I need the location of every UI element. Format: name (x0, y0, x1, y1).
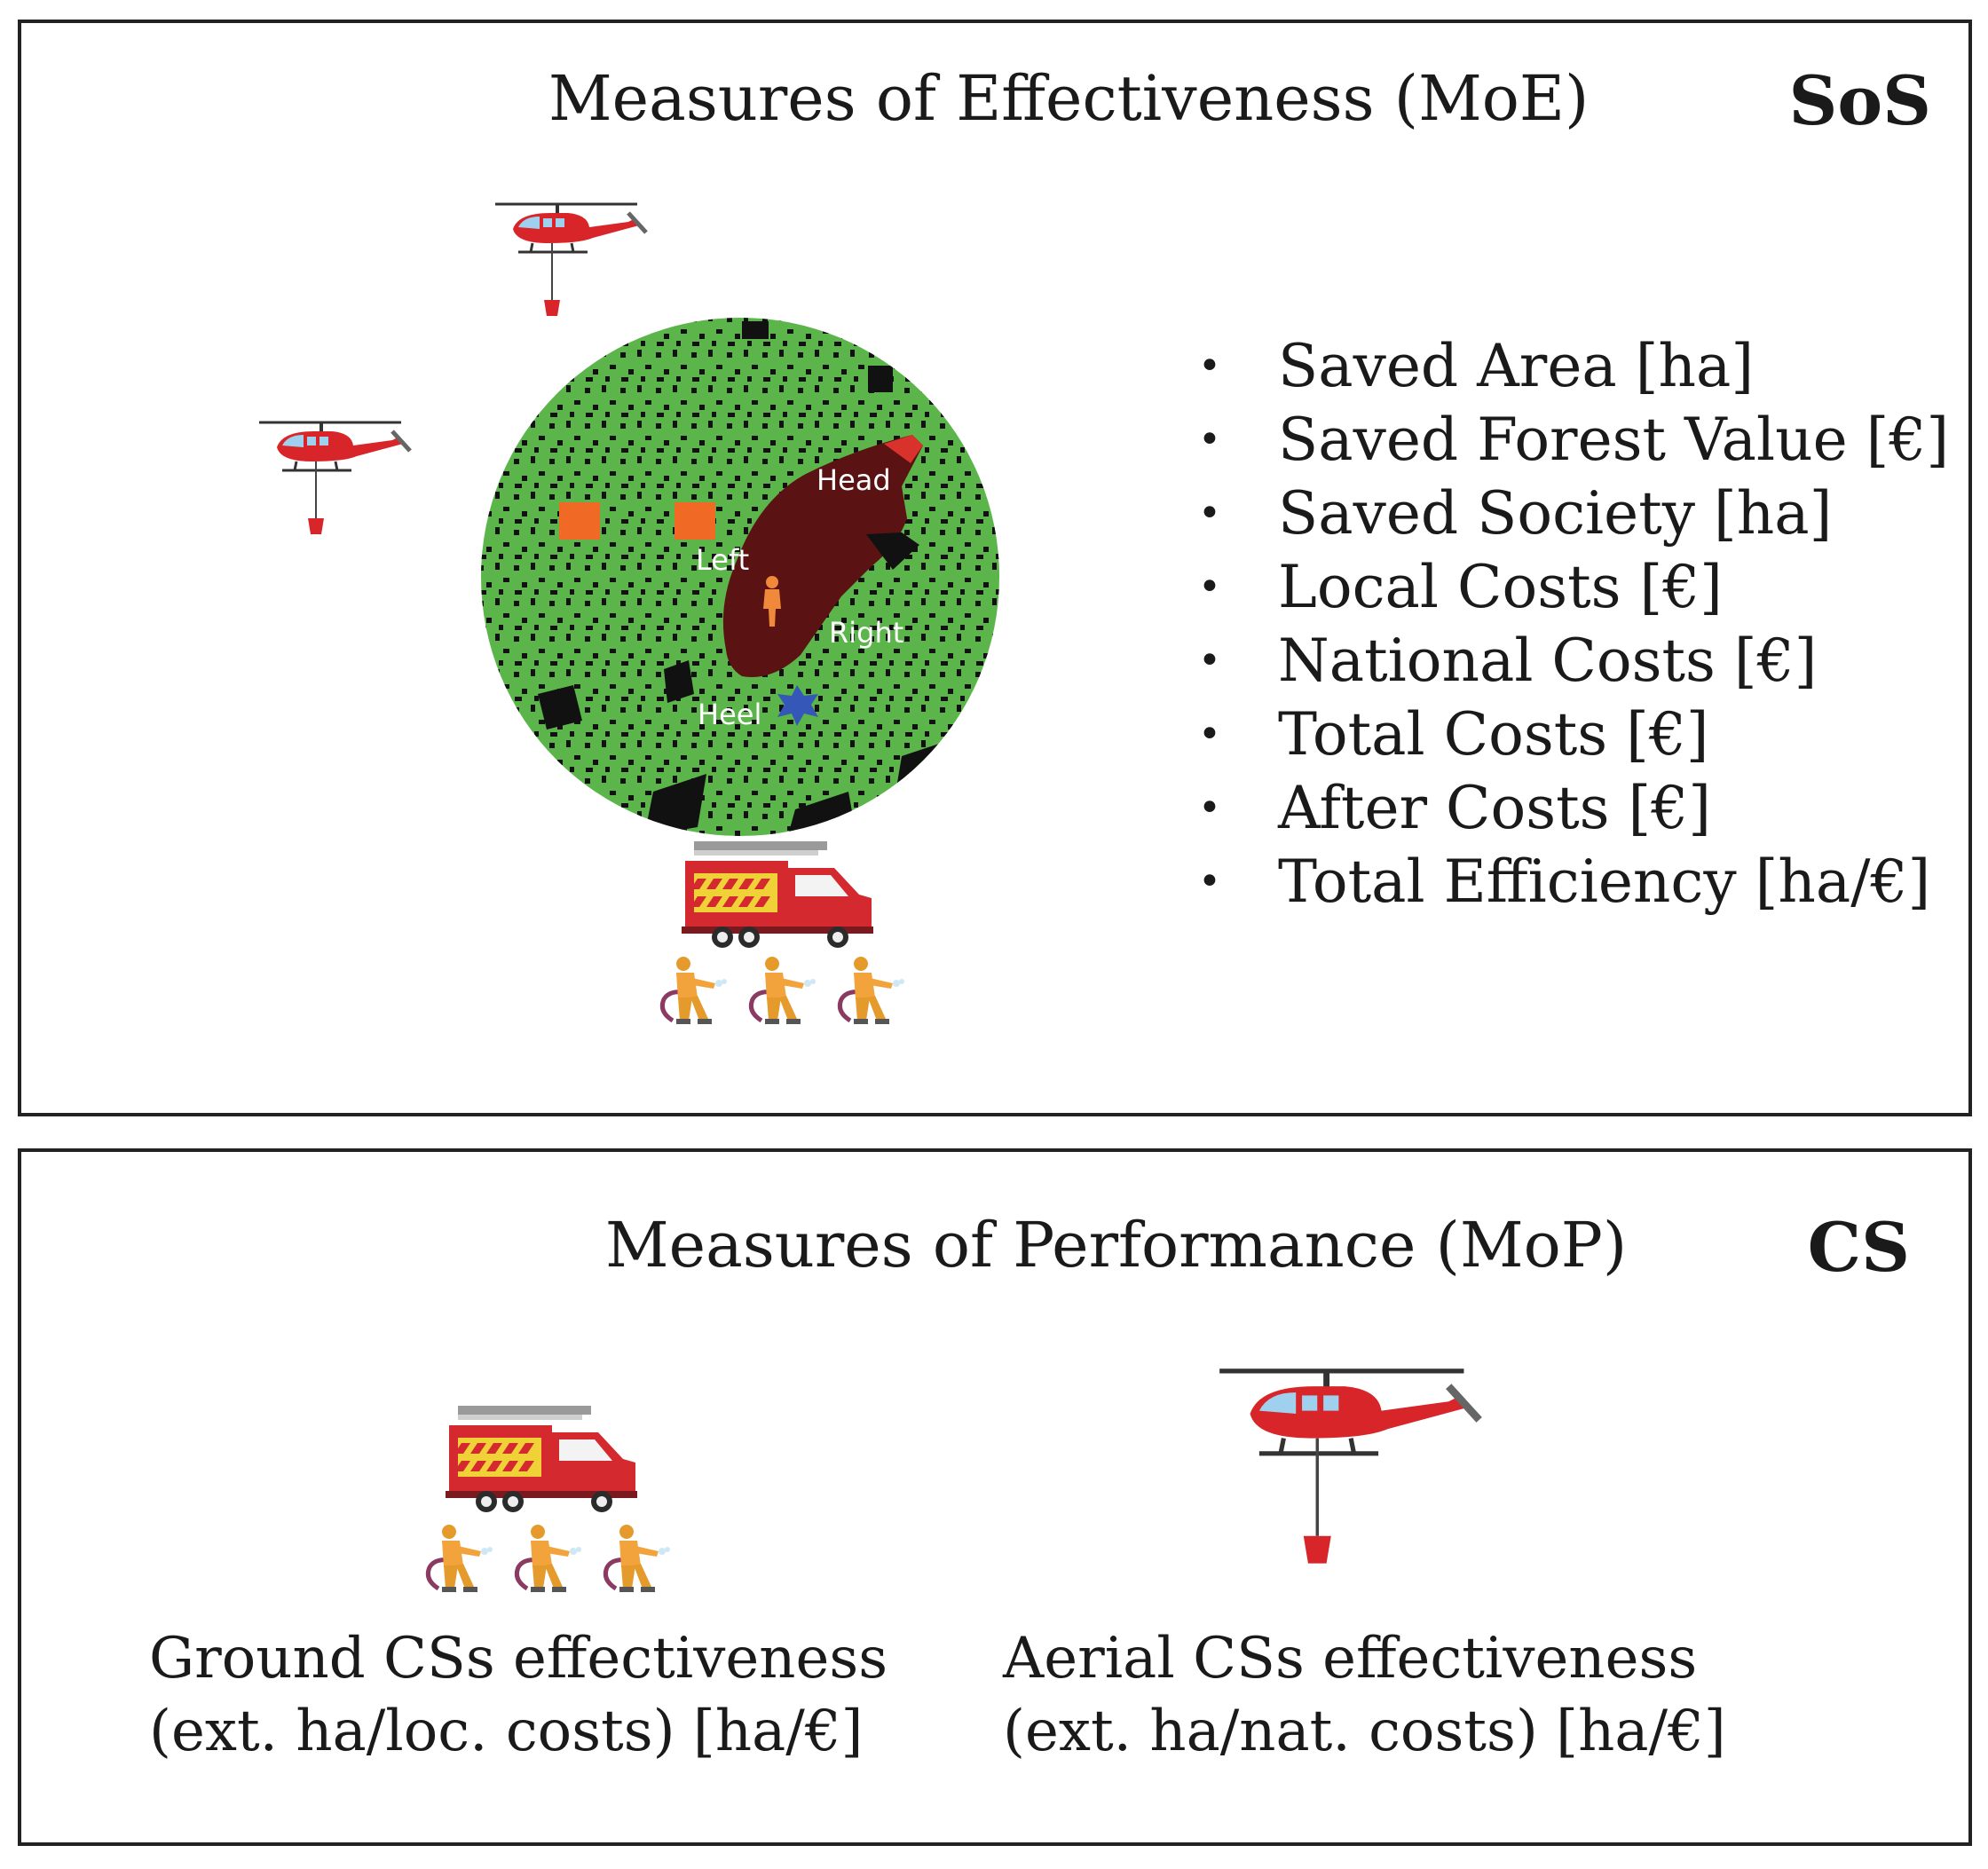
moe-item-label: National Costs [€] (1278, 627, 1818, 695)
bullet: • (1198, 417, 1221, 462)
firefighter-icon (834, 957, 907, 1028)
moe-item: • Local Costs [€] (1191, 550, 1949, 624)
firefighter-icon (511, 1525, 584, 1596)
aerial-caption-line2: (ext. ha/nat. costs) [ha/€] (1003, 1699, 1726, 1764)
moe-item-label: Total Efficiency [ha/€] (1278, 848, 1931, 916)
bullet: • (1198, 638, 1221, 683)
map-label-heel: Heel (698, 698, 761, 731)
ignition-star-icon (777, 685, 818, 726)
ground-caption-line2: (ext. ha/loc. costs) [ha/€] (149, 1699, 864, 1764)
ground-caption: Ground CSs effectiveness (ext. ha/loc. c… (149, 1622, 888, 1768)
moe-item: • Saved Forest Value [€] (1191, 403, 1949, 477)
sos-tag: SoS (1788, 61, 1931, 140)
mop-title: Measures of Performance (MoP) (605, 1209, 1628, 1281)
map-label-right: Right (829, 616, 903, 650)
helicopter-icon (259, 419, 419, 540)
firefighter-icon (657, 957, 730, 1028)
moe-list: • Saved Area [ha] • Saved Forest Value [€]… (1191, 329, 1949, 919)
cs-panel: Measures of Performance (MoP) CS Ground … (18, 1148, 1972, 1846)
sos-panel: Measures of Effectiveness (MoE) SoS (18, 20, 1972, 1116)
moe-item: • Saved Society [ha] (1191, 477, 1949, 550)
moe-item: • Total Efficiency [ha/€] (1191, 845, 1949, 919)
moe-item-label: Saved Society [ha] (1278, 479, 1833, 548)
moe-item: • National Costs [€] (1191, 624, 1949, 698)
moe-title: Measures of Effectiveness (MoE) (548, 62, 1590, 135)
bullet: • (1198, 859, 1221, 904)
map-label-head: Head (816, 463, 891, 497)
bullet: • (1198, 712, 1221, 757)
moe-item-label: After Costs [€] (1278, 774, 1712, 842)
moe-item: • Saved Area [ha] (1191, 329, 1949, 403)
helicopter-icon (1219, 1365, 1495, 1573)
person-icon (763, 576, 781, 627)
map-label-left: Left (696, 543, 749, 577)
firefighter-icon (746, 957, 818, 1028)
helicopter-icon (495, 201, 655, 321)
moe-item: • Total Costs [€] (1191, 698, 1949, 771)
cs-tag: CS (1807, 1208, 1910, 1287)
bullet: • (1198, 564, 1221, 610)
bullet: • (1198, 491, 1221, 536)
moe-item-label: Local Costs [€] (1278, 553, 1723, 621)
moe-item-label: Saved Area [ha] (1278, 332, 1755, 400)
aerial-caption: Aerial CSs effectiveness (ext. ha/nat. c… (1003, 1622, 1726, 1768)
bullet: • (1198, 343, 1221, 389)
fire-spread-map: Head Left Right Heel (481, 318, 999, 836)
firefighter-icon (600, 1525, 673, 1596)
fire-truck-icon (446, 1406, 637, 1512)
moe-item-label: Saved Forest Value [€] (1278, 406, 1950, 474)
bullet: • (1198, 785, 1221, 831)
fire-truck-icon (682, 841, 873, 948)
firefighter-icon (422, 1525, 495, 1596)
ground-caption-line1: Ground CSs effectiveness (149, 1626, 888, 1692)
moe-item-label: Total Costs [€] (1278, 700, 1709, 769)
aerial-caption-line1: Aerial CSs effectiveness (1003, 1626, 1698, 1692)
moe-item: • After Costs [€] (1191, 771, 1949, 845)
